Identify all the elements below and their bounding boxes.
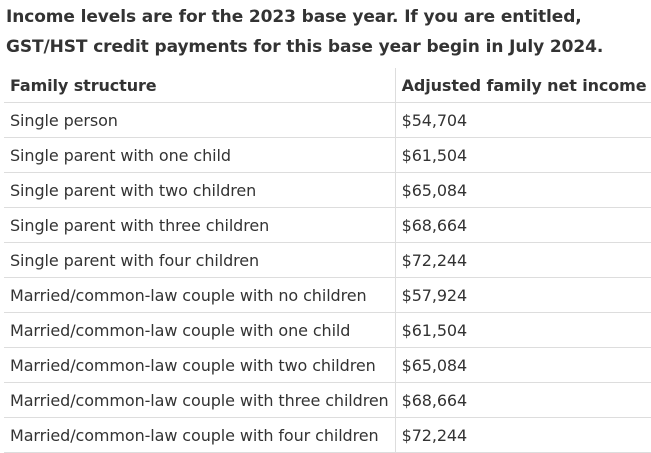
table-row: Married/common-law couple with one child…: [4, 312, 651, 348]
table-row: Single parent with three children $68,66…: [4, 207, 651, 243]
income-cell: $54,704: [395, 102, 651, 138]
family-structure-cell: Single person: [4, 102, 396, 138]
table-row: Single parent with four children $72,244: [4, 242, 651, 278]
family-structure-cell: Single parent with two children: [4, 172, 396, 208]
header-adjusted-income: Adjusted family net income: [395, 68, 651, 103]
income-cell: $72,244: [395, 417, 651, 453]
table-row: Married/common-law couple with four chil…: [4, 417, 651, 453]
income-cell: $65,084: [395, 172, 651, 208]
table-body: Single person $54,704 Single parent with…: [4, 102, 651, 453]
family-structure-cell: Single parent with three children: [4, 207, 396, 243]
family-structure-cell: Married/common-law couple with four chil…: [4, 417, 396, 453]
header-row: Family structure Adjusted family net inc…: [4, 68, 651, 103]
table-row: Married/common-law couple with no childr…: [4, 277, 651, 313]
family-structure-cell: Married/common-law couple with three chi…: [4, 382, 396, 418]
table-header: Family structure Adjusted family net inc…: [4, 68, 651, 103]
income-cell: $68,664: [395, 207, 651, 243]
header-family-structure: Family structure: [4, 68, 396, 103]
income-cell: $72,244: [395, 242, 651, 278]
intro-paragraph: Income levels are for the 2023 base year…: [6, 7, 604, 57]
table-row: Married/common-law couple with three chi…: [4, 382, 651, 418]
income-table: Family structure Adjusted family net inc…: [4, 68, 651, 453]
table-row: Single parent with two children $65,084: [4, 172, 651, 208]
family-structure-cell: Single parent with four children: [4, 242, 396, 278]
income-cell: $65,084: [395, 347, 651, 383]
family-structure-cell: Married/common-law couple with no childr…: [4, 277, 396, 313]
income-cell: $57,924: [395, 277, 651, 313]
family-structure-cell: Married/common-law couple with two child…: [4, 347, 396, 383]
income-cell: $68,664: [395, 382, 651, 418]
table-row: Married/common-law couple with two child…: [4, 347, 651, 383]
table-row: Single parent with one child $61,504: [4, 137, 651, 173]
family-structure-cell: Married/common-law couple with one child: [4, 312, 396, 348]
income-cell: $61,504: [395, 312, 651, 348]
table-row: Single person $54,704: [4, 102, 651, 138]
income-cell: $61,504: [395, 137, 651, 173]
family-structure-cell: Single parent with one child: [4, 137, 396, 173]
